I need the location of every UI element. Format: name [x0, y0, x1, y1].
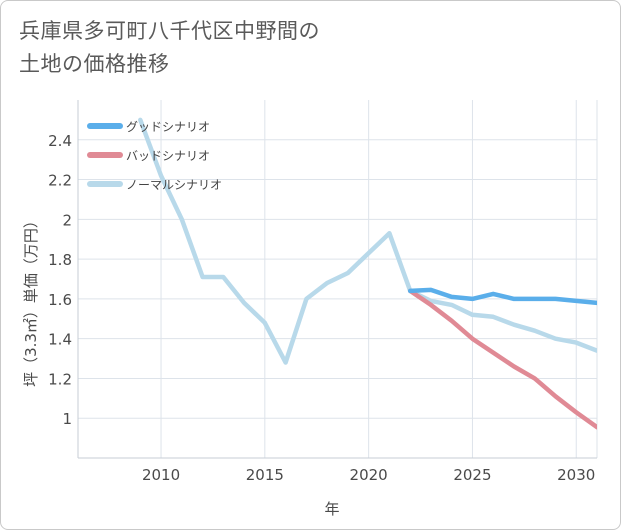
legend-label-bad: バッドシナリオ [126, 149, 210, 163]
legend-label-good: グッドシナリオ [126, 120, 210, 134]
y-tick-label: 1.8 [48, 251, 72, 269]
y-tick-label: 1.6 [48, 291, 72, 309]
series-line-good [407, 287, 597, 306]
y-tick-label: 1.2 [48, 370, 72, 388]
x-tick-label: 2020 [350, 466, 388, 484]
grid [77, 100, 598, 459]
x-tick-label: 2010 [142, 466, 180, 484]
y-tick-label: 2.2 [48, 172, 72, 190]
chart-title-line1: 兵庫県多可町八千代区中野間の [19, 19, 320, 43]
y-tick-label: 2.4 [48, 132, 72, 150]
chart-title-line2: 土地の価格推移 [19, 52, 170, 76]
x-axis-title: 年 [324, 500, 339, 518]
legend-label-normal: ノーマルシナリオ [126, 178, 222, 192]
chart-title: 兵庫県多可町八千代区中野間の 土地の価格推移 [19, 15, 320, 81]
y-tick-label: 1 [62, 410, 72, 428]
y-tick-label: 1.4 [48, 331, 72, 349]
series-line-normal [138, 117, 597, 365]
x-tick-label: 2025 [453, 466, 491, 484]
series-line-bad [407, 288, 597, 430]
y-tick-labels: 1 1.2 1.4 1.6 1.8 2 2.2 2.4 [48, 132, 72, 428]
x-tick-label: 2015 [246, 466, 284, 484]
series-lines [138, 117, 597, 430]
y-tick-label: 2 [62, 211, 72, 229]
y-axis-title: 坪（3.3㎡）単価（万円） [22, 213, 40, 387]
x-tick-labels: 2010 2015 2020 2025 2030 [142, 466, 595, 484]
x-tick-label: 2030 [557, 466, 595, 484]
